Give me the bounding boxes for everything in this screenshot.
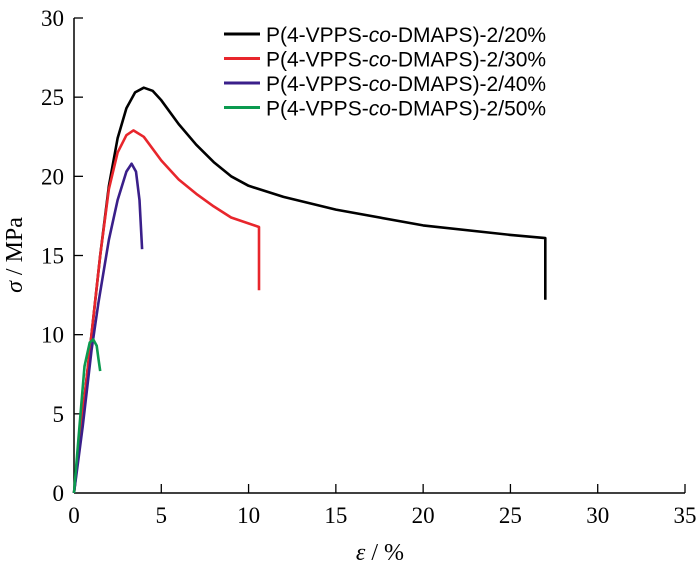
y-tick-label: 10 [41, 323, 64, 348]
legend-label-part: P(4-VPPS- [266, 49, 369, 72]
series-line-4 [72, 338, 102, 494]
y-tick-label: 15 [41, 244, 64, 269]
x-axis-unit: / % [365, 540, 404, 566]
x-tick-label: 10 [237, 503, 260, 528]
y-tick-label: 0 [53, 481, 65, 506]
x-tick-label: 5 [156, 503, 168, 528]
y-tick-label: 20 [41, 164, 64, 189]
legend-label-3: P(4-VPPS-co-DMAPS)-2/40% [266, 73, 546, 96]
x-tick-label: 15 [324, 503, 347, 528]
x-tick-label: 25 [499, 503, 522, 528]
y-tick-label: 30 [41, 6, 64, 31]
legend-label-part: P(4-VPPS- [266, 98, 369, 121]
legend-label-1: P(4-VPPS-co-DMAPS)-2/20% [266, 24, 546, 47]
y-axis-label: σ / MPa [2, 217, 28, 293]
legend-label-part: P(4-VPPS- [266, 73, 369, 96]
x-axis-label: ε / % [356, 540, 404, 566]
legend-label-part: co [369, 73, 392, 96]
series-line-3 [72, 162, 144, 494]
x-tick-label: 0 [68, 503, 80, 528]
x-tick-label: 35 [674, 503, 697, 528]
series-line-1 [72, 86, 547, 494]
series-line-2 [72, 129, 261, 494]
y-tick-label: 25 [41, 85, 64, 110]
y-tick-label: 5 [53, 402, 65, 427]
legend-label-part: -DMAPS)-2/50% [391, 98, 546, 121]
axes: 0 5 10 15 20 25 30 35 0 5 10 15 20 25 30 [41, 6, 697, 528]
y-axis-symbol: σ [2, 280, 28, 293]
legend-label-part: -DMAPS)-2/30% [391, 49, 546, 72]
legend-label-part: co [369, 98, 392, 121]
legend-label-part: -DMAPS)-2/20% [391, 24, 546, 47]
legend: P(4-VPPS-co-DMAPS)-2/20%P(4-VPPS-co-DMAP… [224, 24, 546, 121]
y-axis-unit: / MPa [2, 217, 28, 281]
x-tick-label: 30 [586, 503, 609, 528]
legend-label-part: co [369, 49, 392, 72]
legend-label-part: co [369, 24, 392, 47]
legend-label-2: P(4-VPPS-co-DMAPS)-2/30% [266, 49, 546, 72]
series-group [72, 86, 547, 494]
legend-label-part: P(4-VPPS- [266, 24, 369, 47]
x-tick-label: 20 [412, 503, 435, 528]
legend-label-part: -DMAPS)-2/40% [391, 73, 546, 96]
x-axis-symbol: ε [356, 540, 366, 566]
legend-label-4: P(4-VPPS-co-DMAPS)-2/50% [266, 98, 546, 121]
